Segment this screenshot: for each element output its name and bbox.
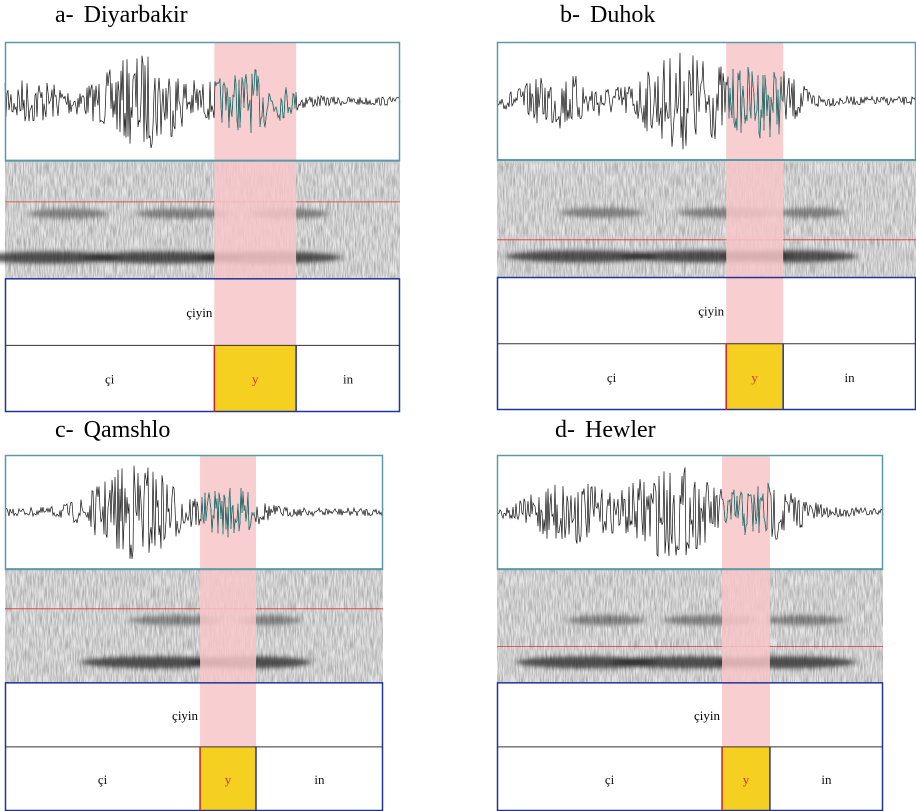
panel-label: c- [55, 417, 74, 443]
word-label: çiyin [186, 305, 212, 320]
panel-title: Hewler [585, 417, 656, 443]
panel-title: Qamshlo [84, 417, 171, 443]
panel-label: d- [555, 417, 575, 443]
selection-highlight [214, 42, 296, 345]
segment-label: y [252, 372, 259, 387]
panel-caption: c- Qamshlo [55, 417, 170, 443]
segment-label: in [845, 370, 856, 385]
panel-title: Duhok [590, 2, 655, 28]
segment-label: in [343, 372, 354, 387]
panel-label: a- [55, 2, 74, 28]
segment-label: in [314, 772, 325, 787]
segment-label: in [821, 772, 832, 787]
word-label: çiyin [698, 304, 724, 319]
formant [560, 208, 644, 218]
segment-label: y [751, 370, 758, 385]
panel-caption: d- Hewler [555, 417, 656, 443]
segment-label: çi [105, 372, 115, 387]
panel-label: b- [560, 2, 580, 28]
selection-highlight [726, 42, 783, 344]
formant [29, 209, 108, 219]
panel-caption: b- Duhok [560, 2, 655, 28]
formant [778, 208, 845, 218]
segment-label: çi [98, 772, 108, 787]
formant [566, 615, 643, 625]
panel-caption: a- Diyarbakir [55, 2, 188, 28]
panel-title: Diyarbakir [84, 2, 188, 28]
word-label: çiyin [172, 708, 198, 723]
selection-highlight [722, 455, 770, 747]
segment-label: çi [605, 772, 615, 787]
word-label: çiyin [694, 708, 720, 723]
segment-label: y [743, 772, 750, 787]
segment-label: çi [607, 370, 617, 385]
figure: a-Diyarbakirçiyinçiyinb-Duhokçiyinçiyinc… [0, 0, 916, 811]
segment-label: y [225, 772, 232, 787]
formant [767, 615, 844, 625]
